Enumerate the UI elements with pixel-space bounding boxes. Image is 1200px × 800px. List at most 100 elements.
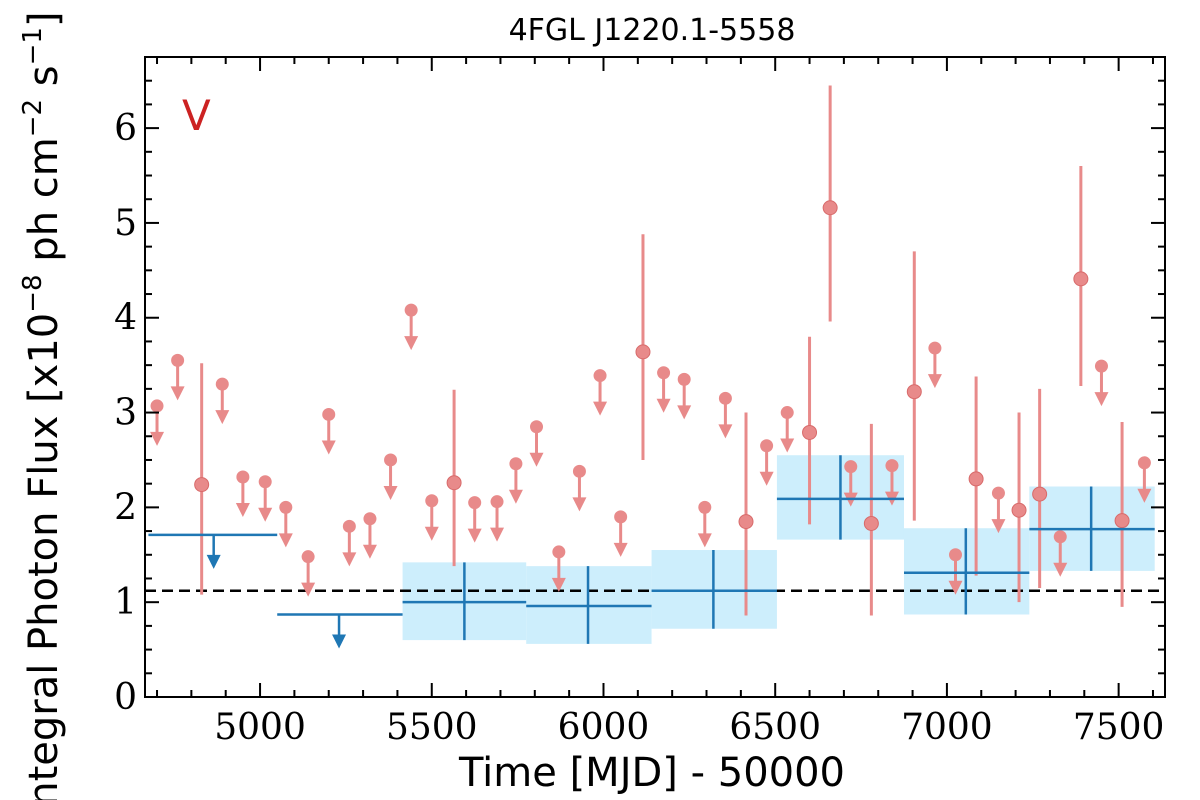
axes-frame [144, 56, 1166, 698]
short-bin-point [968, 471, 984, 487]
short-bin-upper-limit-arrow [613, 542, 628, 557]
plot-frame [144, 56, 1166, 698]
short-bin-upper-limit-point [425, 494, 439, 508]
short-bin-upper-limit-point [657, 366, 671, 380]
short-bin-upper-limit-point [530, 420, 544, 434]
short-bin-upper-limit-arrow [170, 386, 185, 401]
short-bin-upper-limit-arrow [551, 577, 566, 592]
short-bin-upper-limit-point [279, 500, 293, 514]
short-bin-upper-limit-point [363, 512, 377, 526]
x-tick-label: 5000 [214, 707, 306, 748]
short-bin-upper-limit-arrow [656, 398, 671, 413]
y-tick-label: 0 [114, 677, 137, 718]
short-bin-upper-limit-point [1094, 359, 1108, 373]
short-bin-upper-limit-point [780, 406, 794, 420]
short-bin-upper-limit-arrow [362, 544, 377, 559]
y-axis-title: Integral Photon Flux [x10−8 ph cm−2 s−1] [18, 11, 67, 800]
short-bin-upper-limit-point [698, 500, 712, 514]
short-bin-upper-limit-arrow [1137, 488, 1152, 503]
short-bin-point [1073, 271, 1089, 287]
short-bin-upper-limit-arrow [508, 489, 523, 504]
short-bin-upper-limit-point [677, 372, 691, 386]
short-bin-upper-limit-arrow [572, 497, 587, 512]
short-bin-upper-limit-point [760, 439, 774, 453]
short-bin-point [863, 515, 879, 531]
short-bin-upper-limit-point [928, 341, 942, 355]
short-bin-upper-limit-point [885, 459, 899, 473]
short-bin-upper-limit-arrow [1053, 562, 1068, 577]
x-tick-label: 6500 [729, 707, 821, 748]
short-bin-upper-limit-point [171, 353, 185, 367]
short-bin-upper-limit-arrow [718, 424, 733, 439]
short-bin-upper-limit-arrow [235, 503, 250, 518]
short-bin-upper-limit-arrow [780, 438, 795, 453]
short-bin-upper-limit-point [150, 399, 164, 413]
short-bin-series [150, 85, 1152, 616]
short-bin-upper-limit-arrow [529, 452, 544, 467]
y-tick-label: 6 [114, 108, 137, 149]
short-bin-upper-limit-point [991, 486, 1005, 500]
short-bin-upper-limit-point [718, 391, 732, 405]
short-bin-upper-limit-point [572, 464, 586, 478]
short-bin-upper-limit-arrow [404, 336, 419, 351]
short-bin-point [738, 514, 754, 530]
short-bin-upper-limit-point [215, 377, 229, 391]
short-bin-point [802, 424, 818, 440]
short-bin-point [635, 344, 651, 360]
short-bin-upper-limit-arrow [1094, 392, 1109, 407]
short-bin-upper-limit-arrow [991, 519, 1006, 534]
short-bin-upper-limit-arrow [677, 405, 692, 420]
short-bin-upper-limit-point [1053, 530, 1067, 544]
short-bin-upper-limit-point [1137, 456, 1151, 470]
short-bin-point [1011, 502, 1027, 518]
long-bin-series [148, 455, 1155, 649]
short-bin-upper-limit-arrow [424, 526, 439, 541]
short-bin-upper-limit-point [468, 496, 482, 510]
short-bin-upper-limit-point [552, 545, 566, 559]
short-bin-upper-limit-arrow [258, 507, 273, 522]
short-bin-upper-limit-arrow [278, 533, 293, 548]
chart-title: 4FGL J1220.1-5558 [509, 13, 796, 48]
y-tick-label: 2 [114, 487, 137, 528]
x-tick-label: 7000 [901, 707, 993, 748]
short-bin-point [1032, 486, 1048, 502]
short-bin-upper-limit-point [593, 369, 607, 383]
long-bin-upper-limit-arrow [332, 634, 347, 649]
short-bin-upper-limit-point [404, 303, 418, 317]
short-bin-point [906, 384, 922, 400]
x-axis-title: Time [MJD] - 50000 [458, 750, 845, 796]
short-bin-point [822, 200, 838, 216]
short-bin-upper-limit-point [844, 460, 858, 474]
short-bin-upper-limit-arrow [150, 431, 165, 446]
short-bin-upper-limit-arrow [383, 485, 398, 500]
short-bin-upper-limit-point [342, 519, 356, 533]
short-bin-upper-limit-point [236, 470, 250, 484]
short-bin-upper-limit-point [490, 495, 504, 509]
short-bin-upper-limit-point [322, 407, 336, 421]
short-bin-upper-limit-arrow [759, 471, 774, 486]
x-tick-label: 6000 [558, 707, 650, 748]
short-bin-upper-limit-arrow [490, 527, 505, 542]
short-bin-point [194, 477, 210, 493]
x-tick-label: 7500 [1073, 707, 1165, 748]
y-tick-label: 5 [114, 203, 137, 244]
short-bin-upper-limit-arrow [697, 533, 712, 548]
short-bin-point [1114, 513, 1130, 529]
short-bin-upper-limit-point [258, 475, 272, 489]
x-tick-label: 5500 [386, 707, 478, 748]
short-bin-upper-limit-arrow [301, 582, 316, 597]
short-bin-upper-limit-point [949, 548, 963, 562]
long-bin-upper-limit-arrow [206, 554, 221, 569]
y-tick-label: 3 [114, 393, 137, 434]
short-bin-upper-limit-arrow [593, 401, 608, 416]
short-bin-upper-limit-arrow [467, 528, 482, 543]
y-tick-label: 1 [114, 582, 137, 623]
y-tick-label: 4 [114, 298, 137, 339]
short-bin-upper-limit-arrow [215, 410, 230, 425]
short-bin-upper-limit-arrow [342, 552, 357, 567]
short-bin-upper-limit-point [509, 457, 523, 471]
short-bin-upper-limit-arrow [948, 580, 963, 595]
short-bin-upper-limit-point [614, 510, 628, 524]
short-bin-upper-limit-point [384, 453, 398, 467]
